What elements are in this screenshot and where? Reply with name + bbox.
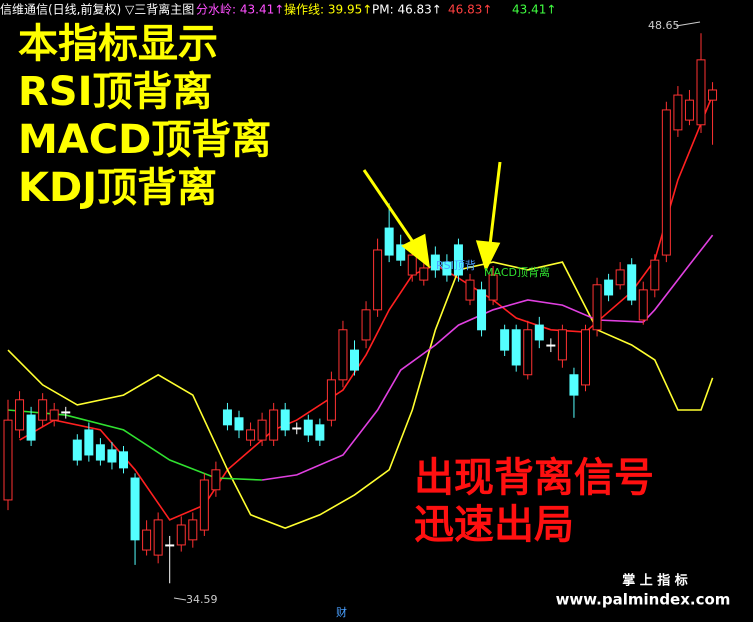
candle-body — [696, 59, 706, 126]
candle-body — [661, 109, 671, 256]
candle-body — [107, 449, 117, 463]
candle-body — [407, 254, 417, 276]
brand: 掌 上 指 标 — [622, 573, 688, 589]
candle-body — [257, 419, 267, 441]
candle-body — [303, 419, 313, 436]
candle-body — [49, 409, 59, 421]
candle-body — [72, 439, 82, 461]
candle-body — [442, 261, 452, 276]
header-item: 操作线: 39.95↑ — [284, 2, 372, 17]
candle-body — [581, 329, 590, 386]
intro-line: 本指标显示 — [18, 21, 218, 67]
candle-body — [292, 427, 302, 430]
candle-body — [419, 267, 429, 281]
candle-body — [199, 479, 209, 531]
candle-body — [361, 309, 371, 341]
candle-body — [638, 289, 648, 321]
arrow — [488, 161, 502, 246]
candle-body — [119, 451, 128, 469]
candle-body — [326, 379, 336, 421]
macd-label: MACD顶背离 — [484, 265, 550, 279]
intro-line: KDJ顶背离 — [18, 165, 217, 211]
candle-body — [95, 444, 105, 461]
candle-body — [280, 409, 290, 431]
candle-body — [465, 279, 475, 301]
candle-body — [234, 417, 244, 431]
low-pointer — [173, 597, 187, 601]
candle-body — [38, 399, 48, 421]
candle-body — [511, 329, 521, 366]
candle-body — [165, 544, 175, 547]
candle-body — [15, 399, 25, 431]
candle-body — [384, 227, 394, 256]
candle-body — [615, 269, 625, 286]
candle-body — [534, 324, 544, 341]
candle-body — [338, 329, 348, 381]
high-label: 48.65 — [648, 19, 680, 32]
arrows — [362, 161, 502, 273]
indicator-line — [261, 234, 714, 481]
arrow-head — [401, 233, 430, 269]
candle-body — [61, 411, 71, 414]
candle-body — [153, 519, 163, 556]
candle-body — [673, 94, 683, 131]
bottom-char: 财 — [336, 605, 347, 619]
header-item: 43.41↑ — [512, 3, 556, 17]
candle-body — [627, 264, 637, 301]
candle-body — [557, 329, 567, 361]
candle-body — [211, 469, 221, 491]
intro-line: MACD顶背离 — [18, 117, 271, 163]
candle-body — [222, 409, 232, 426]
candle-body — [488, 274, 498, 301]
candle-body — [350, 349, 359, 371]
candle-body — [477, 289, 487, 331]
low-label: 34.59 — [186, 593, 218, 606]
candle-body — [500, 329, 510, 351]
arrow-head — [475, 240, 501, 273]
candle-body — [708, 89, 718, 101]
header: 信维通信(日线,前复权) ▽三背离主图 分水岭: 43.41↑ 操作线: 39.95… — [0, 2, 556, 17]
signal-line: 迅速出局 — [414, 502, 574, 548]
header-item: PM: 46.83↑ — [372, 3, 442, 17]
plot — [3, 33, 718, 584]
header-item: 46.83↑ — [448, 3, 492, 17]
candle-body — [592, 284, 602, 331]
arrow — [362, 169, 417, 246]
signal-line: 出现背离信号 — [414, 455, 654, 501]
candle-body — [246, 429, 256, 441]
candle-body — [546, 344, 556, 347]
candle-body — [684, 99, 694, 121]
header-item: 信维通信(日线,前复权) ▽三背离主图 — [0, 2, 194, 17]
candle-body — [84, 429, 94, 456]
candle-body — [373, 249, 383, 311]
rsi-label: RSI顶背 — [436, 258, 476, 272]
candle-body — [3, 419, 13, 501]
candle-body — [396, 244, 406, 261]
candle-body — [569, 374, 579, 396]
header-item: 分水岭: 43.41↑ — [196, 3, 284, 17]
intro-line: RSI顶背离 — [18, 69, 213, 115]
indicator-line — [19, 94, 714, 521]
candle-body — [142, 529, 152, 551]
candle-body — [453, 244, 463, 276]
candle-body — [269, 409, 279, 441]
candle-body — [315, 424, 325, 441]
candle-body — [650, 259, 660, 291]
candle-body — [604, 279, 614, 296]
candle-body — [523, 329, 533, 376]
indicator-line — [7, 261, 714, 529]
high-pointer — [675, 21, 701, 27]
candle-body — [188, 519, 198, 541]
candle-body — [130, 477, 140, 541]
site: www.palmindex.com — [556, 591, 731, 609]
candle-body — [176, 524, 186, 546]
candle-body — [26, 414, 36, 441]
candle-body — [430, 254, 440, 271]
